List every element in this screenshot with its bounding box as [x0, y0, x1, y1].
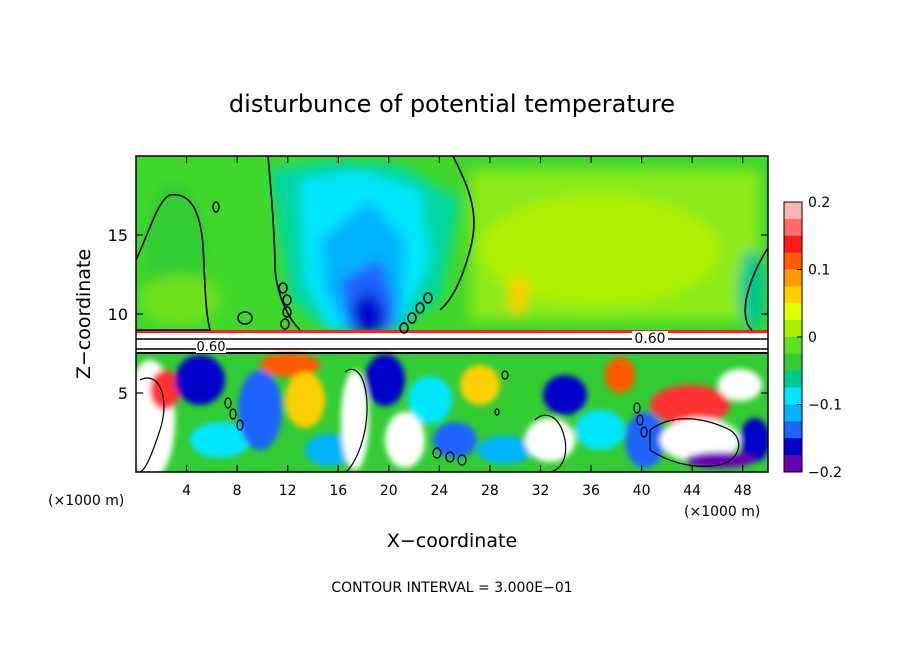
- colorbar-tick-label: 0: [808, 330, 817, 346]
- colorbar-swatch: [784, 286, 802, 304]
- colorbar-swatch: [784, 387, 802, 405]
- x-tick-label: 24: [430, 483, 448, 499]
- x-unit-left: (×1000 m): [48, 493, 124, 509]
- colorbar: [784, 202, 802, 473]
- colorbar-swatch: [784, 303, 802, 321]
- colorbar-swatch: [784, 218, 802, 237]
- colorbar-swatch: [784, 252, 802, 270]
- colorbar-swatch: [784, 455, 802, 473]
- x-axis: 4 8 12 16 20 24 28 32 36 40 44 48: [182, 156, 752, 499]
- x-tick-label: 36: [582, 483, 600, 499]
- y-axis: 5 10 15: [108, 226, 768, 403]
- y-tick-label: 5: [118, 384, 128, 403]
- colorbar-ticks: 0.2 0.1 0 −0.1 −0.2: [797, 195, 842, 481]
- x-axis-label: X−coordinate: [387, 530, 517, 552]
- x-tick-label: 12: [279, 483, 297, 499]
- chart-title: disturbunce of potential temperature: [229, 90, 675, 118]
- y-tick-label: 10: [108, 305, 128, 324]
- colorbar-swatch: [784, 202, 802, 220]
- x-unit-right: (×1000 m): [684, 504, 760, 520]
- colorbar-swatch: [784, 438, 802, 456]
- y-axis-label: Z−coordinate: [73, 249, 95, 379]
- field-plot-area: 0.60 0.60: [136, 156, 768, 472]
- colorbar-swatch: [784, 353, 802, 372]
- y-tick-label: 15: [108, 226, 128, 245]
- x-tick-label: 16: [329, 483, 347, 499]
- x-tick-label: 48: [734, 483, 752, 499]
- colorbar-tick-label: −0.2: [808, 465, 842, 481]
- colorbar-swatch: [784, 404, 802, 422]
- x-tick-label: 4: [182, 483, 191, 499]
- x-tick-label: 32: [532, 483, 550, 499]
- x-tick-label: 28: [481, 483, 499, 499]
- colorbar-swatch: [784, 235, 802, 254]
- x-tick-label: 8: [233, 483, 242, 499]
- colorbar-swatch: [784, 370, 802, 389]
- colorbar-swatch: [784, 269, 802, 287]
- contour-interval-note: CONTOUR INTERVAL = 3.000E−01: [331, 580, 572, 596]
- colorbar-swatch: [784, 421, 802, 439]
- colorbar-tick-label: 0.2: [808, 195, 830, 211]
- contour-label-right: 0.60: [634, 331, 665, 347]
- colorbar-swatch: [784, 320, 802, 338]
- contour-label-left: 0.60: [197, 340, 226, 355]
- x-tick-label: 40: [633, 483, 651, 499]
- x-tick-label: 20: [380, 483, 398, 499]
- colorbar-tick-label: −0.1: [808, 398, 842, 414]
- colorbar-tick-label: 0.1: [808, 263, 830, 279]
- x-tick-label: 44: [683, 483, 701, 499]
- colorbar-swatch: [784, 337, 802, 355]
